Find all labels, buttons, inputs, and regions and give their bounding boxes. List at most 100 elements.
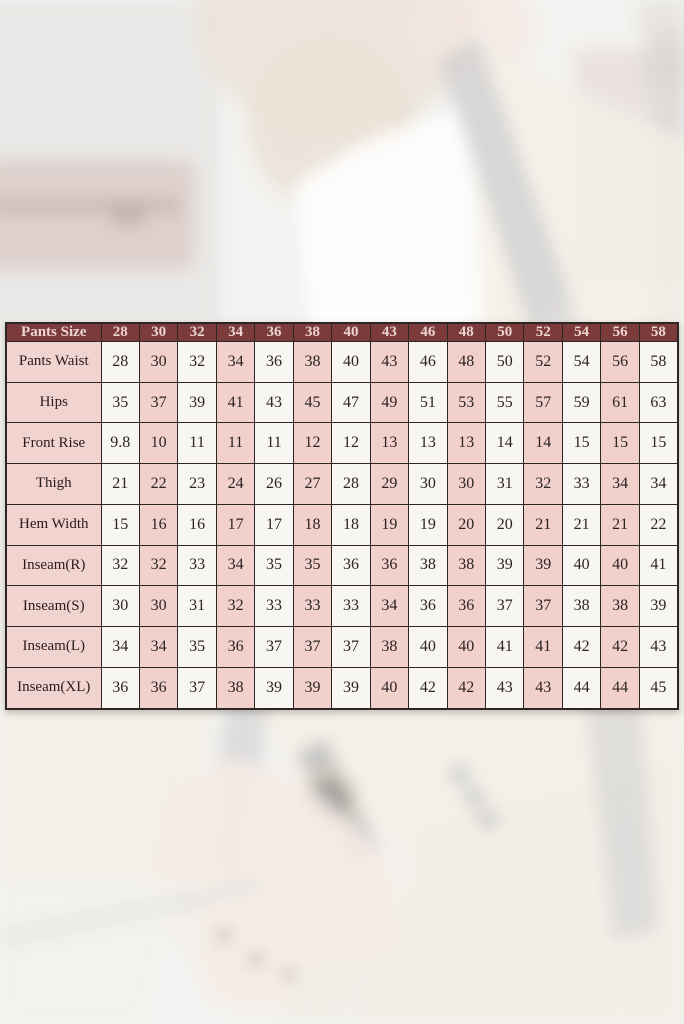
row-label: Inseam(R) [5, 544, 102, 587]
data-cell: 37 [254, 625, 294, 668]
lapel-right [438, 38, 572, 324]
data-cell: 34 [100, 625, 140, 668]
row-label: Thigh [5, 463, 102, 505]
row-label: Inseam(XL) [5, 666, 102, 710]
data-cell: 22 [138, 463, 179, 505]
table-row: Inseam(L) 34 34 35 36 37 37 37 38 40 40 41 41 42 42 43 [5, 625, 679, 668]
data-cell: 33 [561, 463, 602, 505]
data-cell: 28 [331, 463, 371, 505]
data-cell: 39 [638, 585, 679, 627]
data-cell: 36 [408, 585, 448, 627]
data-cell: 38 [408, 544, 448, 587]
data-cell: 34 [215, 544, 256, 587]
data-cell: 37 [177, 666, 217, 710]
data-cell: 32 [138, 544, 179, 587]
data-cell: 38 [446, 544, 487, 587]
data-cell: 13 [369, 422, 410, 465]
header-size-cell: 52 [523, 322, 563, 342]
data-cell: 33 [331, 585, 371, 627]
data-cell: 15 [638, 422, 679, 465]
data-cell: 17 [215, 503, 256, 546]
table-row: Hem Width 15 16 16 17 17 18 18 19 19 20 20 21 21 21 22 [5, 503, 679, 546]
data-cell: 30 [446, 463, 487, 505]
table-row: Hips 35 37 39 41 43 45 47 49 51 53 55 57 59 61 63 [5, 381, 679, 424]
data-cell: 30 [408, 463, 448, 505]
row-label: Inseam(L) [5, 625, 102, 668]
data-cell: 44 [561, 666, 602, 710]
data-cell: 45 [292, 381, 333, 424]
data-cell: 33 [177, 544, 217, 587]
data-cell: 57 [523, 381, 563, 424]
data-cell: 43 [638, 625, 679, 668]
data-cell: 42 [408, 666, 448, 710]
data-cell: 63 [638, 381, 679, 424]
data-cell: 35 [292, 544, 333, 587]
data-cell: 13 [408, 422, 448, 465]
header-size-cell: 40 [331, 322, 371, 342]
data-cell: 51 [408, 381, 448, 424]
data-cell: 11 [215, 422, 256, 465]
data-cell: 34 [369, 585, 410, 627]
data-cell: 31 [485, 463, 525, 505]
row-label: Hips [5, 381, 102, 424]
header-size-cell: 43 [369, 322, 410, 342]
data-cell: 37 [138, 381, 179, 424]
data-cell: 32 [177, 341, 217, 383]
data-cell: 16 [177, 503, 217, 546]
data-cell: 38 [369, 625, 410, 668]
data-cell: 9.8 [100, 422, 140, 465]
data-cell: 59 [561, 381, 602, 424]
data-cell: 20 [485, 503, 525, 546]
header-size-cell: 34 [215, 322, 256, 342]
data-cell: 10 [138, 422, 179, 465]
data-cell: 17 [254, 503, 294, 546]
data-cell: 38 [561, 585, 602, 627]
header-size-cell: 54 [561, 322, 602, 342]
data-cell: 55 [485, 381, 525, 424]
header-size-cell: 48 [446, 322, 487, 342]
data-cell: 16 [138, 503, 179, 546]
trousers [278, 930, 602, 1024]
hand [148, 760, 400, 1012]
data-cell: 34 [600, 463, 640, 505]
data-cell: 39 [523, 544, 563, 587]
table-row: Pants Waist 28 30 32 34 36 38 40 43 46 48 50 52 54 56 5… [5, 341, 679, 383]
data-cell: 27 [292, 463, 333, 505]
data-cell: 29 [369, 463, 410, 505]
data-cell: 34 [638, 463, 679, 505]
header-size-cell: 36 [254, 322, 294, 342]
data-cell: 35 [177, 625, 217, 668]
data-cell: 30 [138, 341, 179, 383]
header-size-cell: 28 [100, 322, 140, 342]
data-cell: 15 [561, 422, 602, 465]
cuff-button [449, 763, 471, 785]
data-cell: 40 [446, 625, 487, 668]
data-cell: 37 [485, 585, 525, 627]
data-cell: 24 [215, 463, 256, 505]
data-cell: 28 [100, 341, 140, 383]
row-label: Front Rise [5, 422, 102, 465]
data-cell: 21 [600, 503, 640, 546]
data-cell: 35 [100, 381, 140, 424]
data-cell: 35 [254, 544, 294, 587]
header-size-cell: 46 [408, 322, 448, 342]
data-cell: 36 [446, 585, 487, 627]
data-cell: 36 [138, 666, 179, 710]
data-cell: 22 [638, 503, 679, 546]
data-cell: 40 [408, 625, 448, 668]
data-cell: 14 [485, 422, 525, 465]
data-cell: 32 [523, 463, 563, 505]
data-cell: 36 [215, 625, 256, 668]
header-row: Pants Size 28 30 32 34 36 38 40 43 46 48 50 52 54 56 58 [5, 322, 679, 342]
data-cell: 58 [638, 341, 679, 383]
data-cell: 33 [292, 585, 333, 627]
data-cell: 56 [600, 341, 640, 383]
railing [0, 878, 262, 946]
table-row: Inseam(R) 32 32 33 34 35 35 36 36 38 38 39 39 40 40 41 [5, 544, 679, 587]
data-cell: 36 [254, 341, 294, 383]
data-cell: 50 [485, 341, 525, 383]
data-cell: 54 [561, 341, 602, 383]
data-cell: 26 [254, 463, 294, 505]
data-cell: 42 [561, 625, 602, 668]
